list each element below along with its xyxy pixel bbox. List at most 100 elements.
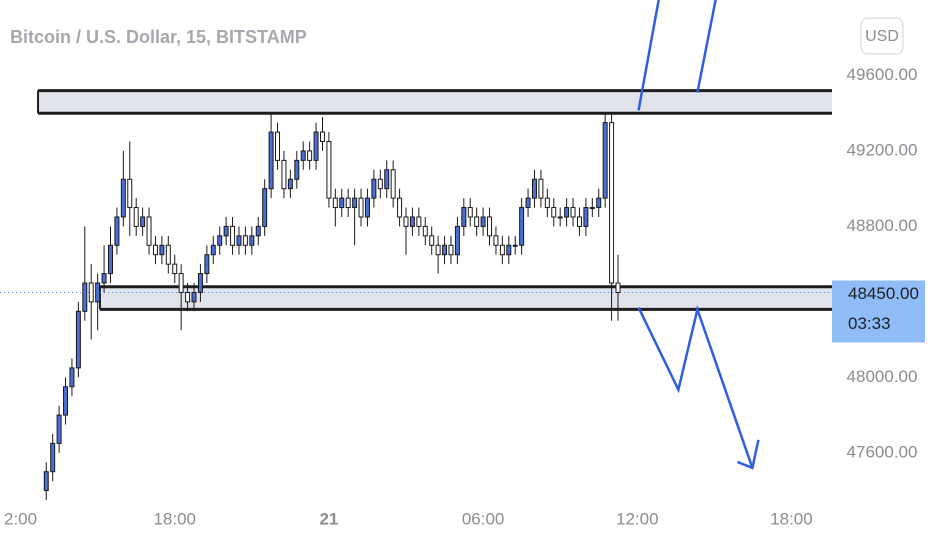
candle — [281, 150, 287, 199]
candle — [101, 245, 107, 293]
candle — [615, 254, 621, 321]
candle-body — [114, 216, 120, 246]
candle — [114, 207, 120, 255]
candle-body — [596, 197, 602, 209]
candle-body — [474, 216, 480, 227]
candle — [461, 198, 467, 236]
candle-body — [95, 282, 101, 303]
candle — [108, 226, 113, 284]
candle-body — [345, 197, 351, 209]
candle — [474, 207, 480, 236]
candle — [358, 188, 364, 227]
candle — [538, 169, 544, 208]
candle — [525, 188, 531, 217]
candle-body — [152, 244, 158, 256]
candle — [454, 216, 460, 265]
price-zone — [37, 89, 832, 115]
candle — [204, 245, 210, 284]
candle — [43, 462, 49, 500]
candle-body — [127, 178, 133, 209]
candle-body — [499, 244, 505, 256]
candle — [609, 113, 615, 321]
last-price-label: 48450.00 — [848, 284, 919, 303]
candle-body — [133, 207, 139, 227]
candle — [82, 226, 88, 321]
candle-body — [191, 291, 197, 303]
candle-body — [602, 122, 608, 199]
candle-body — [570, 207, 576, 218]
candle-body — [461, 207, 467, 227]
candle — [210, 235, 216, 265]
price-zone — [98, 285, 832, 311]
candle — [345, 188, 351, 217]
candle-body — [339, 197, 345, 209]
candle-body — [223, 225, 229, 237]
candle-body — [397, 197, 403, 218]
candle-body — [69, 367, 75, 388]
candle-body — [287, 178, 293, 190]
candle-body — [82, 282, 88, 312]
projection-line — [637, 304, 754, 469]
candle-body — [422, 225, 428, 237]
y-tick-label: 48000.00 — [847, 367, 918, 386]
x-tick-label: 18:00 — [770, 509, 813, 528]
candle — [191, 283, 197, 312]
candle-body — [43, 471, 49, 492]
candle-body — [326, 141, 332, 199]
candle — [371, 169, 377, 208]
candle-body — [557, 216, 563, 219]
candle — [512, 235, 518, 255]
candle-body — [531, 178, 537, 199]
candle-body — [538, 178, 544, 199]
candle — [384, 160, 390, 199]
candle-body — [480, 216, 486, 227]
currency-button[interactable] — [860, 17, 904, 55]
candle-body — [525, 197, 531, 209]
candle — [596, 188, 602, 217]
candle — [133, 198, 139, 236]
currency-label[interactable]: USD — [865, 28, 899, 45]
candle-body — [294, 159, 300, 180]
candle-body — [307, 150, 313, 161]
candle — [531, 169, 537, 208]
candle-body — [268, 131, 274, 190]
candle — [159, 235, 165, 265]
candle-body — [615, 282, 621, 293]
candle-body — [159, 244, 165, 256]
candle-body — [454, 225, 460, 256]
x-tick-label: 06:00 — [462, 509, 505, 528]
candle — [377, 169, 383, 199]
candle-body — [416, 216, 422, 227]
candle — [313, 122, 319, 170]
candle-body — [320, 131, 325, 143]
candle-body — [178, 273, 184, 293]
y-tick-label: 49600.00 — [847, 65, 918, 84]
candle — [499, 235, 505, 265]
candle — [165, 235, 171, 274]
candle — [487, 207, 493, 246]
candle — [268, 113, 274, 199]
candle-body — [185, 291, 191, 303]
candle — [152, 235, 158, 265]
candle-body — [384, 169, 390, 190]
candle-body — [589, 207, 595, 210]
candle-body — [352, 197, 358, 209]
candle-body — [236, 235, 242, 246]
candle-body — [390, 169, 396, 199]
candle — [467, 198, 473, 227]
candle — [307, 141, 313, 170]
candle-body — [332, 197, 338, 209]
candle — [570, 198, 576, 227]
candle-body — [108, 244, 113, 275]
candle-body — [448, 244, 454, 256]
y-tick-label: 49200.00 — [847, 140, 918, 159]
candle — [223, 216, 229, 246]
candle — [332, 188, 338, 227]
candle-body — [101, 273, 107, 284]
candle-body — [313, 131, 319, 161]
candle-body — [172, 263, 178, 275]
candle-body — [409, 216, 415, 227]
candle — [95, 273, 101, 331]
candle-body — [140, 216, 146, 227]
